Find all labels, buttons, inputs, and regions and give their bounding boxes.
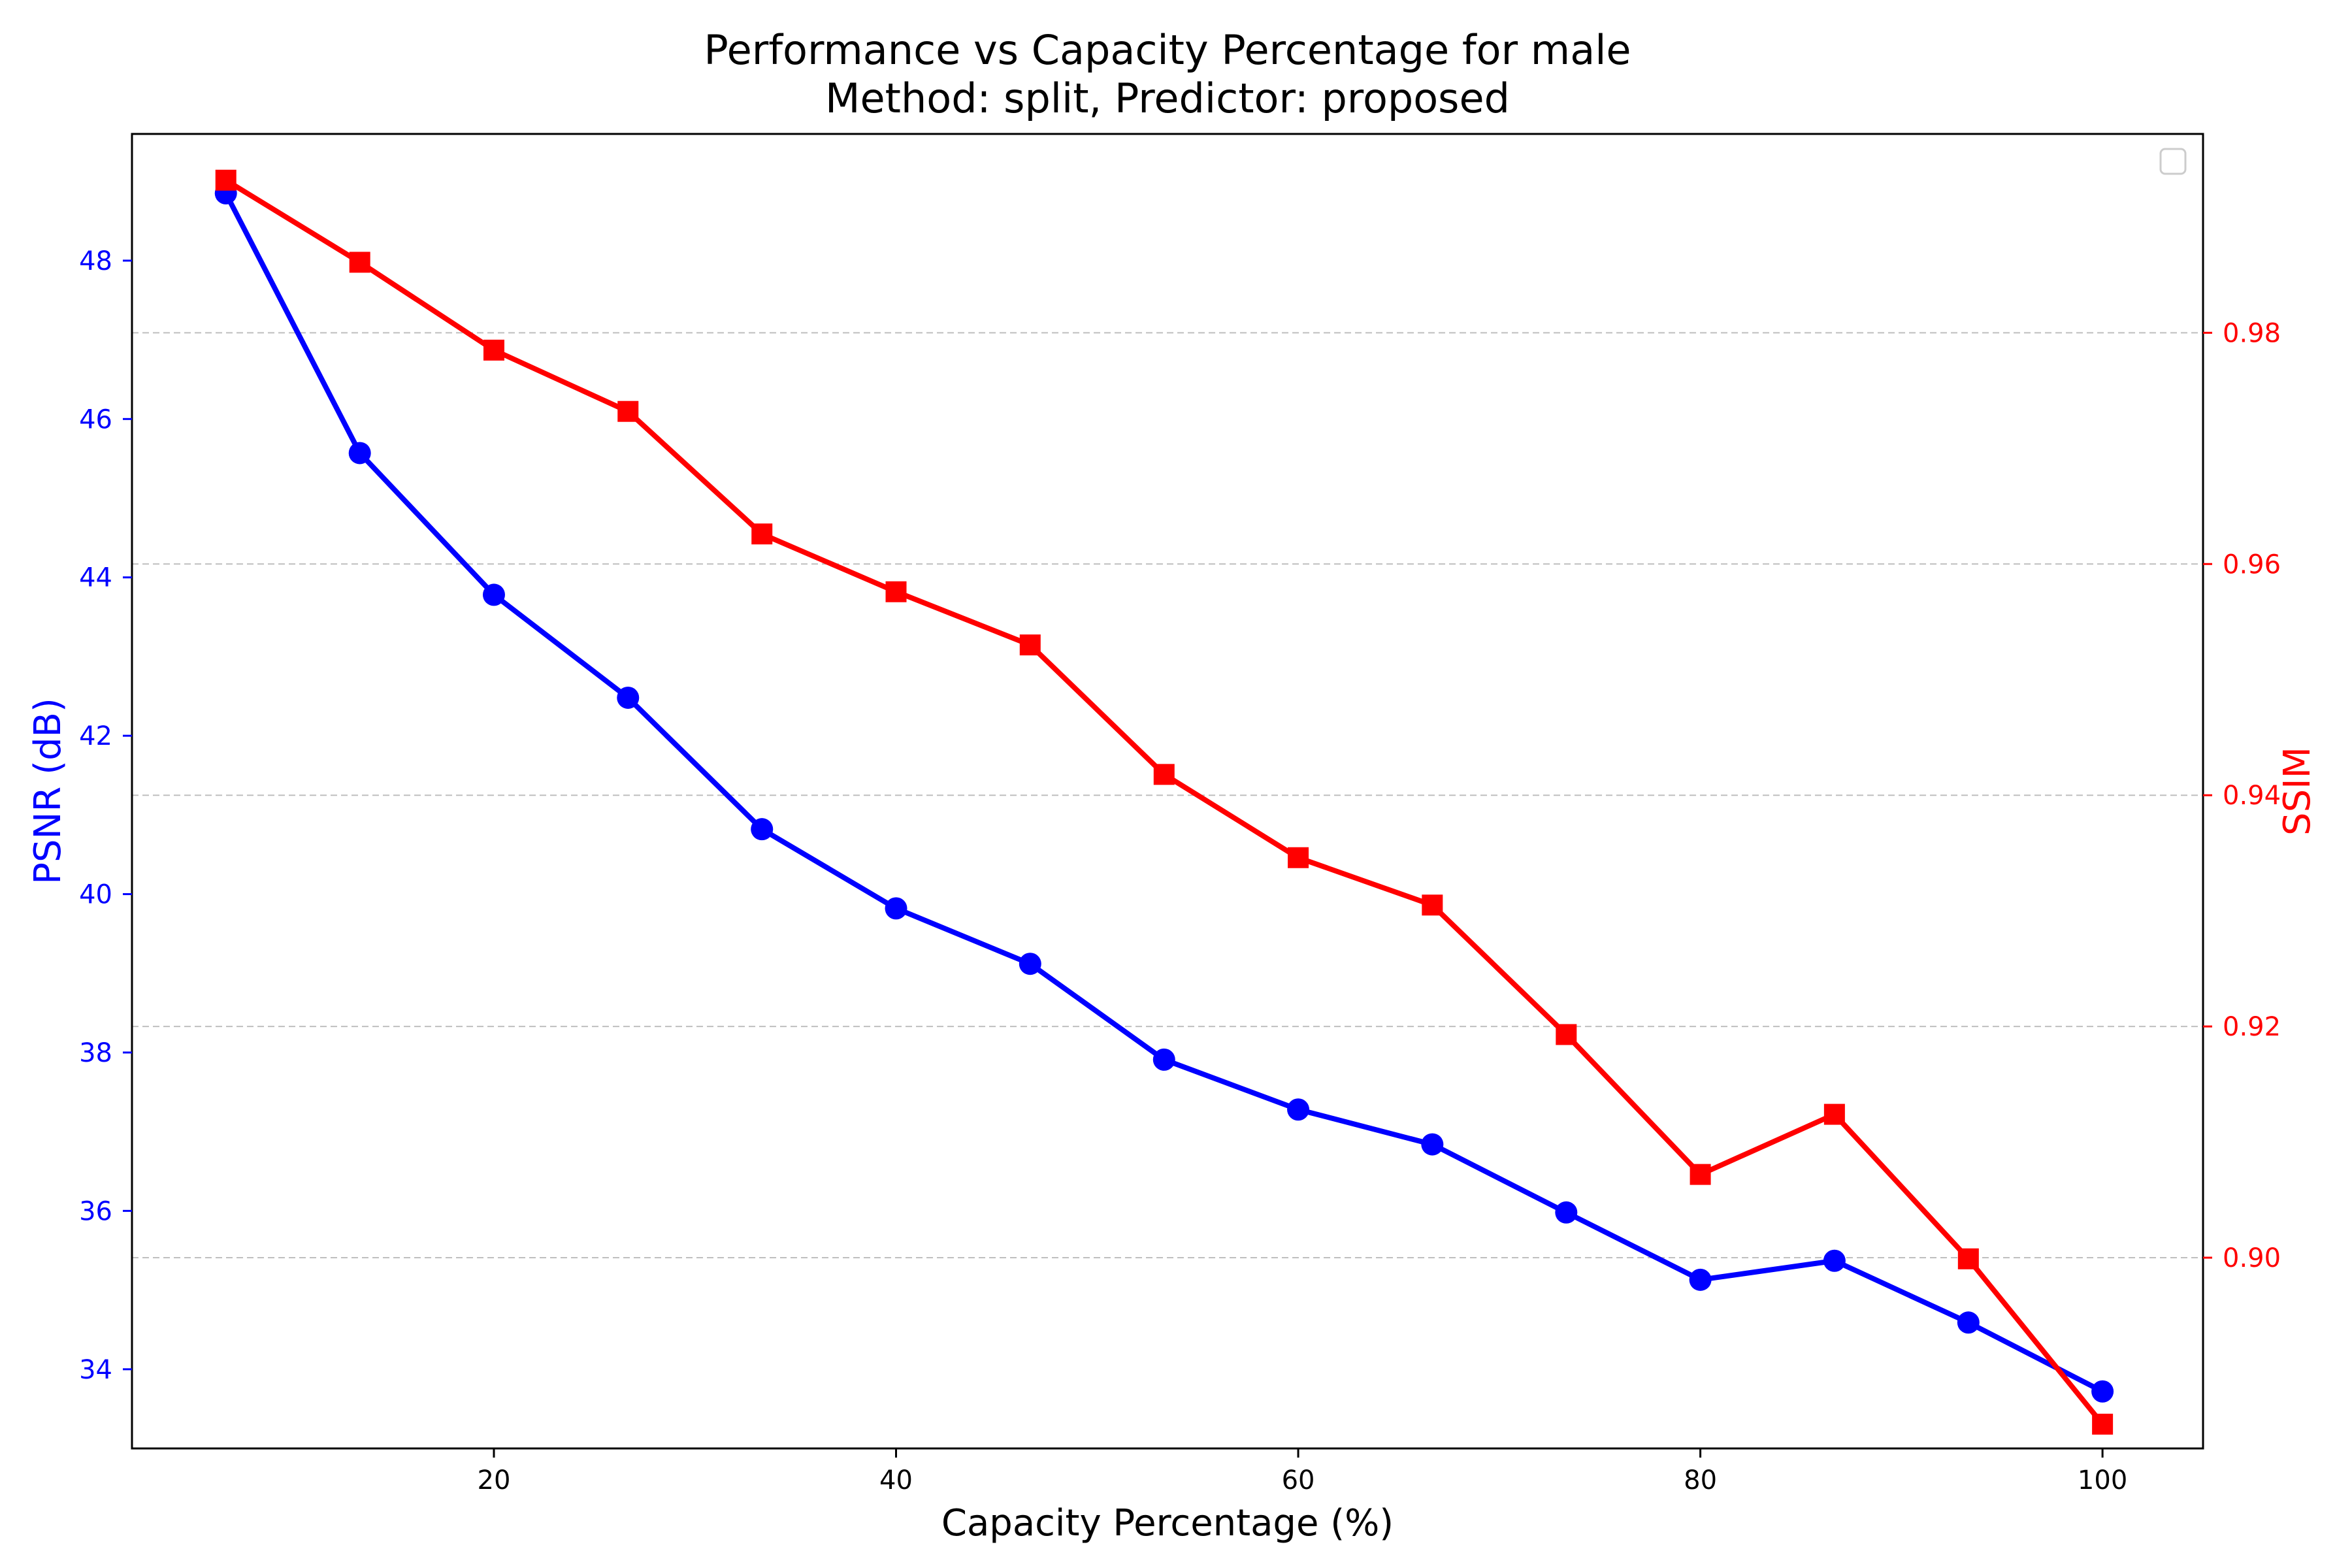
y-right-tick-label: 0.90: [2223, 1243, 2281, 1273]
ssim-data-point: [617, 400, 639, 422]
ssim-data-point: [1153, 764, 1175, 785]
x-tick-label: 80: [1684, 1465, 1717, 1495]
ssim-data-point: [1957, 1248, 1979, 1269]
ssim-data-point: [1422, 894, 1443, 916]
y-left-tick-label: 46: [79, 404, 112, 434]
x-tick-label: 100: [2078, 1465, 2127, 1495]
psnr-data-point: [1689, 1268, 1712, 1291]
grid-lines: [132, 332, 2203, 1259]
psnr-data-point: [348, 442, 371, 465]
y-left-tick-label: 48: [79, 246, 112, 276]
psnr-data-point: [482, 583, 505, 606]
ssim-data-point: [483, 339, 504, 361]
psnr-data-point: [617, 686, 640, 709]
y-right-tick-label: 0.96: [2223, 549, 2281, 580]
y-left-tick-label: 44: [79, 563, 112, 593]
chart-title: Performance vs Capacity Percentage for m…: [704, 26, 1631, 74]
ssim-data-point: [885, 581, 907, 602]
plot-frame: [131, 133, 2204, 1450]
y-left-tick-label: 42: [79, 721, 112, 751]
chart-subtitle: Method: split, Predictor: proposed: [825, 74, 1510, 122]
y-right-tick-label: 0.98: [2223, 318, 2281, 348]
ssim-data-point: [1690, 1164, 1711, 1185]
ssim-data-point: [2092, 1413, 2114, 1435]
y-axis-left-label: PSNR (dB): [27, 698, 69, 885]
y-left-tick-label: 36: [79, 1196, 112, 1226]
ssim-data-point: [1556, 1024, 1577, 1045]
ssim-data-point: [1823, 1103, 1845, 1125]
psnr-data-point: [1823, 1249, 1846, 1272]
psnr-data-point: [885, 897, 907, 920]
y-axis-right-label: SSIM: [2276, 747, 2319, 836]
x-tick-label: 40: [879, 1465, 913, 1495]
y-axis-left: 34 36 38 40 42 44 46 48: [79, 246, 132, 1385]
psnr-data-point: [751, 818, 774, 841]
y-axis-right: 0.90 0.92 0.94 0.96 0.98: [2203, 318, 2281, 1273]
x-tick-label: 60: [1282, 1465, 1315, 1495]
ssim-data-point: [751, 523, 773, 545]
y-left-tick-label: 38: [79, 1038, 112, 1068]
x-tick-label: 20: [478, 1465, 511, 1495]
y-right-tick-label: 0.92: [2223, 1012, 2281, 1042]
psnr-data-point: [1287, 1098, 1310, 1121]
legend-box: [2159, 148, 2187, 175]
y-right-tick-label: 0.94: [2223, 781, 2281, 811]
psnr-data-point: [1019, 953, 1041, 975]
ssim-data-point: [349, 252, 370, 273]
psnr-data-point: [1421, 1133, 1444, 1156]
x-axis-label: Capacity Percentage (%): [941, 1502, 1394, 1544]
y-left-tick-label: 40: [79, 880, 112, 910]
psnr-data-point: [1152, 1048, 1175, 1071]
ssim-data-point: [1019, 634, 1041, 656]
x-axis: 20 40 60 80 100: [478, 1448, 2127, 1495]
ssim-data-point: [215, 169, 237, 191]
y-left-tick-label: 34: [79, 1355, 112, 1385]
psnr-data-point: [2091, 1380, 2114, 1403]
psnr-data-point: [1957, 1311, 1980, 1334]
series-layer: [214, 169, 2114, 1435]
ssim-data-point: [1288, 847, 1309, 868]
psnr-data-point: [1555, 1201, 1578, 1224]
